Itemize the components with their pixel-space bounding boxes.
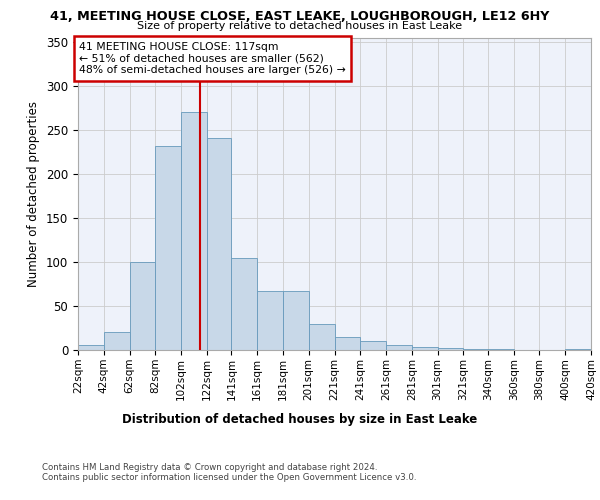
Y-axis label: Number of detached properties: Number of detached properties (28, 101, 40, 287)
Bar (463, 349, 488, 350)
Text: Distribution of detached houses by size in East Leake: Distribution of detached houses by size … (122, 412, 478, 426)
Bar (335, 337, 360, 350)
Bar (232, 258, 257, 350)
Bar (360, 341, 386, 350)
Bar (386, 344, 412, 350)
Bar (437, 348, 463, 350)
Bar (309, 324, 335, 350)
Bar (130, 262, 155, 350)
Bar (283, 291, 309, 350)
Bar (565, 349, 591, 350)
Bar (257, 291, 283, 350)
Text: Size of property relative to detached houses in East Leake: Size of property relative to detached ho… (137, 21, 463, 31)
Bar (488, 349, 514, 350)
Bar (181, 112, 207, 350)
Bar (104, 332, 130, 350)
Bar (78, 344, 104, 350)
Text: Contains public sector information licensed under the Open Government Licence v3: Contains public sector information licen… (42, 472, 416, 482)
Text: Contains HM Land Registry data © Crown copyright and database right 2024.: Contains HM Land Registry data © Crown c… (42, 462, 377, 471)
Text: 41 MEETING HOUSE CLOSE: 117sqm
← 51% of detached houses are smaller (562)
48% of: 41 MEETING HOUSE CLOSE: 117sqm ← 51% of … (79, 42, 346, 75)
Bar (155, 146, 181, 350)
Text: 41, MEETING HOUSE CLOSE, EAST LEAKE, LOUGHBOROUGH, LE12 6HY: 41, MEETING HOUSE CLOSE, EAST LEAKE, LOU… (50, 10, 550, 23)
Bar (207, 138, 232, 350)
Bar (412, 348, 437, 350)
